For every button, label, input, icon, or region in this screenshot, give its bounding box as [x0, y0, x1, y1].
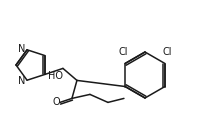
Text: N: N: [18, 76, 25, 86]
Text: O: O: [52, 97, 60, 107]
Text: N: N: [18, 44, 25, 54]
Text: HO: HO: [48, 71, 63, 81]
Text: Cl: Cl: [118, 47, 128, 57]
Text: Cl: Cl: [162, 47, 172, 57]
